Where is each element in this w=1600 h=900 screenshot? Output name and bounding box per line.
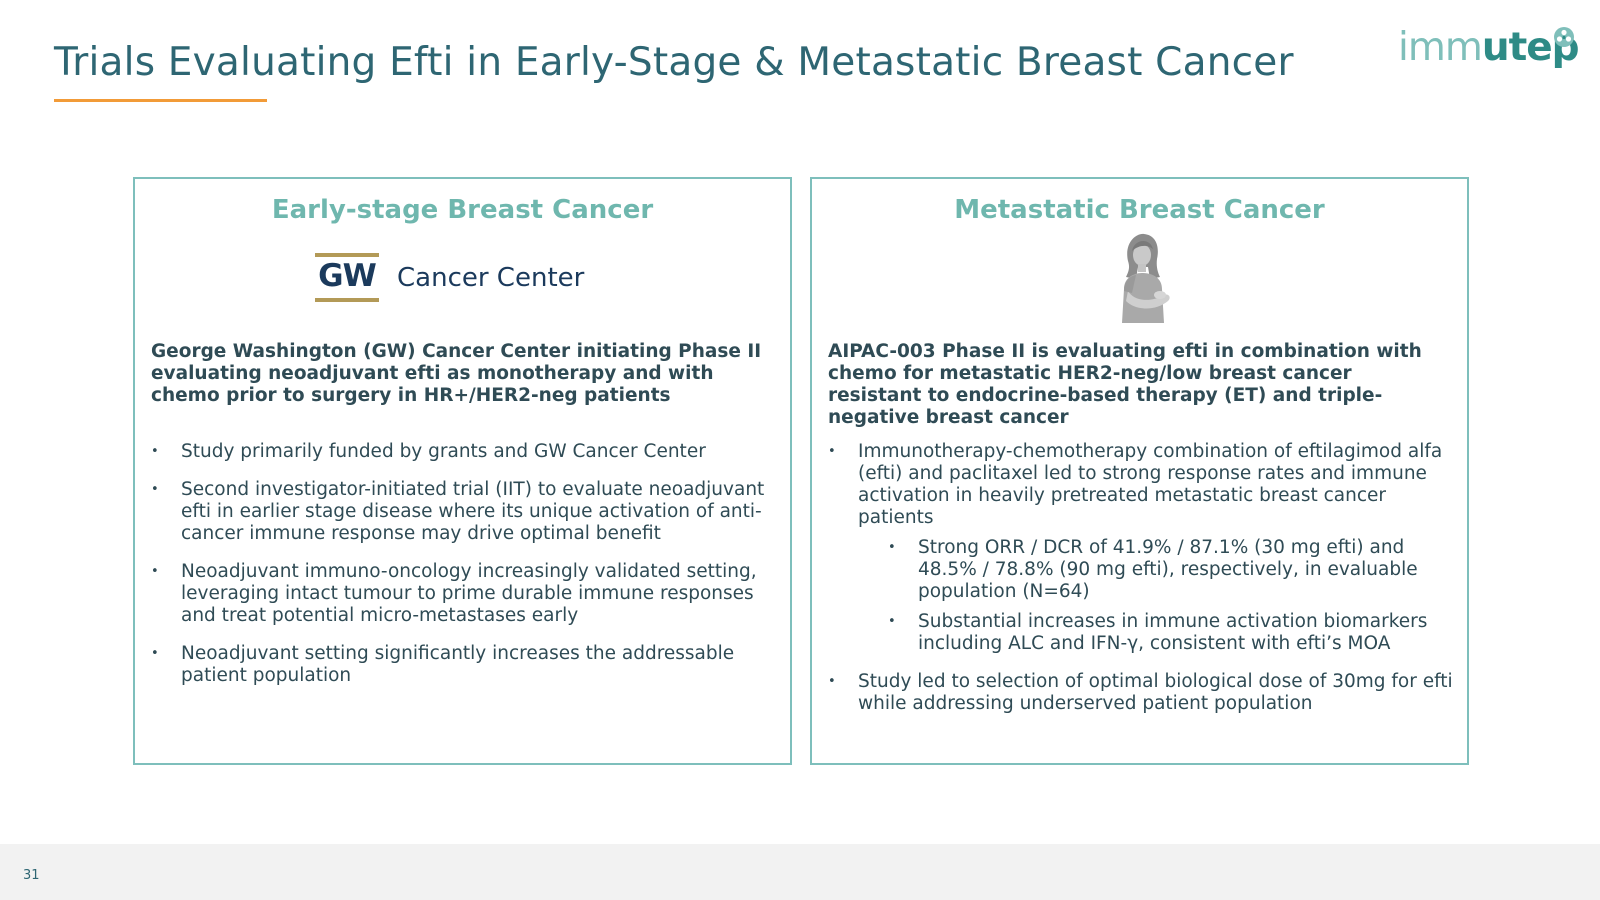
early-stage-bullet: Neoadjuvant immuno-oncology increasingly… [151,561,780,627]
title-underline [54,99,267,102]
metastatic-bullet: Immunotherapy-chemotherapy combination o… [828,441,1457,529]
early-stage-panel: Early-stage Breast Cancer GW Cancer Cent… [133,177,792,765]
early-stage-bullet: Neoadjuvant setting significantly increa… [151,643,780,687]
early-stage-bullet-list: Study primarily funded by grants and GW … [151,441,780,687]
immutep-logo: immutep [1398,25,1580,86]
gw-logo-top-bar [315,253,379,257]
immutep-mark-icon [1554,27,1574,47]
breast-cancer-patient-icon [1122,233,1170,323]
metastatic-intro: AIPAC-003 Phase II is evaluating efti in… [828,341,1422,428]
early-stage-bullet: Study primarily funded by grants and GW … [151,441,780,463]
early-stage-intro: George Washington (GW) Cancer Center ini… [151,341,762,406]
metastatic-sub-bullet: Strong ORR / DCR of 41.9% / 87.1% (30 mg… [888,537,1457,603]
early-stage-bullet: Second investigator-initiated trial (IIT… [151,479,780,545]
metastatic-heading: Metastatic Breast Cancer [954,195,1325,225]
early-stage-heading: Early-stage Breast Cancer [271,195,654,225]
metastatic-panel: Metastatic Breast Cancer AIPAC-003 Phase… [810,177,1469,765]
footer-bar [0,844,1600,900]
gw-logo-name: Cancer Center [397,263,585,293]
gw-cancer-center-logo: GW Cancer Center [315,253,605,303]
slide-title: Trials Evaluating Efti in Early-Stage & … [54,40,1294,85]
page-number: 31 [23,868,40,883]
immutep-wordmark: immutep [1398,25,1580,70]
metastatic-bullet-list: Immunotherapy-chemotherapy combination o… [828,441,1457,715]
metastatic-sub-bullet: Substantial increases in immune activati… [888,611,1457,655]
gw-logo-bottom-bar [315,298,379,302]
metastatic-bullet: Study led to selection of optimal biolog… [828,671,1457,715]
gw-logo-letters: GW [318,258,377,294]
logo-text-part-a: imm [1398,25,1483,70]
